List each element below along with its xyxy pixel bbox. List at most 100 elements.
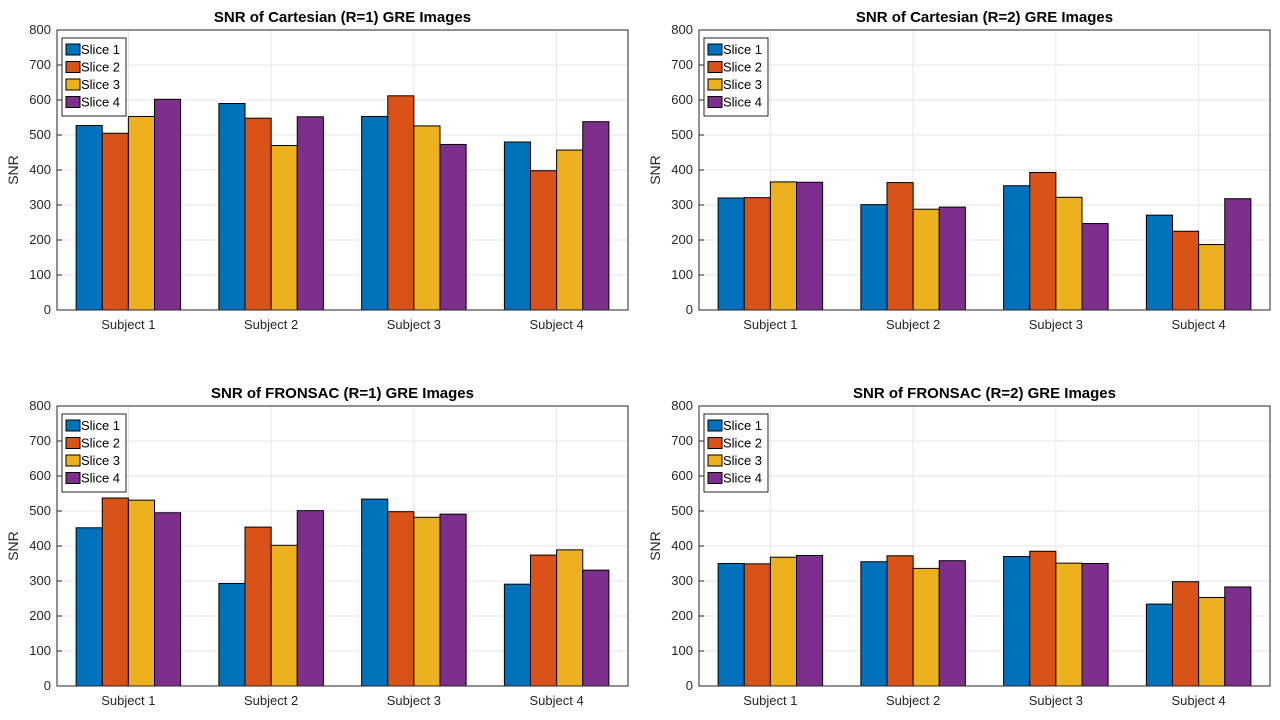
bar-slice-1-subject-2 <box>218 582 246 687</box>
y-tick-label: 100 <box>29 643 51 658</box>
legend-swatch <box>65 472 81 484</box>
legend-entry-label: Slice 1 <box>81 418 120 433</box>
y-tick-label: 300 <box>29 197 51 212</box>
x-tick-label: Subject 3 <box>1029 693 1083 708</box>
y-tick-label: 600 <box>671 468 693 483</box>
bar-slice-3-subject-2 <box>912 208 940 311</box>
legend-swatch <box>707 437 723 449</box>
legend-entry-label: Slice 2 <box>723 436 762 451</box>
bar-slice-1-subject-4 <box>503 141 532 311</box>
legend-swatch <box>65 61 81 73</box>
legend-entry-label: Slice 2 <box>723 60 762 75</box>
y-tick-label: 100 <box>671 267 693 282</box>
bar-slice-1-subject-3 <box>361 498 389 687</box>
bar-slice-2-subject-1 <box>743 563 771 687</box>
bar-slice-2-subject-3 <box>387 95 415 311</box>
y-tick-label: 500 <box>671 127 693 142</box>
y-tick-label: 100 <box>29 267 51 282</box>
x-tick-label: Subject 4 <box>530 317 584 332</box>
bar-slice-2-subject-4 <box>530 554 558 687</box>
legend-swatch <box>707 61 723 73</box>
y-tick-label: 300 <box>29 573 51 588</box>
chart-panel-4: 0 100 200 300 400 500 600 700 800 Subject 1 Subjec… <box>647 385 1271 708</box>
y-tick-label: 700 <box>29 433 51 448</box>
legend-entry-label: Slice 4 <box>723 471 762 486</box>
y-tick-label: 0 <box>44 302 51 317</box>
bar-slice-3-subject-2 <box>270 544 298 687</box>
chart-panel-3: 0 100 200 300 400 500 600 700 800 Subject 1 Subjec… <box>5 385 629 708</box>
legend-swatch <box>707 96 723 108</box>
legend: Slice 1 Slice 2 Slice 3 Slice 4 <box>61 413 127 493</box>
y-tick-label: 800 <box>29 398 51 413</box>
x-tick-label: Subject 1 <box>743 317 797 332</box>
legend-entry-label: Slice 3 <box>81 77 120 92</box>
legend-swatch <box>707 78 723 91</box>
y-tick-label: 800 <box>671 398 693 413</box>
bar-slice-3-subject-2 <box>270 145 298 311</box>
bar-slice-4-subject-2 <box>296 510 324 687</box>
legend-swatch <box>65 454 81 467</box>
y-tick-label: 800 <box>29 22 51 37</box>
chart-title: SNR of FRONSAC (R=1) GRE Images <box>211 385 474 402</box>
x-tick-label: Subject 4 <box>530 693 584 708</box>
legend-swatch <box>707 419 723 432</box>
bar-slice-3-subject-3 <box>1055 196 1083 311</box>
bar-slice-4-subject-3 <box>439 143 467 311</box>
bar-slice-1-subject-2 <box>218 103 246 311</box>
y-tick-label: 100 <box>671 643 693 658</box>
bar-slice-2-subject-3 <box>1029 171 1057 311</box>
legend-entry-label: Slice 2 <box>81 436 120 451</box>
bar-slice-3-subject-3 <box>413 516 441 687</box>
legend-swatch <box>65 437 81 449</box>
legend-entry-label: Slice 4 <box>723 95 762 110</box>
y-tick-label: 500 <box>29 503 51 518</box>
bar-slice-2-subject-1 <box>743 197 771 311</box>
bar-slice-3-subject-1 <box>127 499 155 687</box>
y-tick-label: 0 <box>44 678 51 693</box>
y-tick-label: 0 <box>686 302 693 317</box>
bar-slice-4-subject-2 <box>938 206 966 311</box>
bar-slice-1-subject-4 <box>1145 603 1174 687</box>
bar-slice-4-subject-4 <box>582 569 610 687</box>
x-tick-label: Subject 1 <box>101 693 155 708</box>
bar-slice-4-subject-3 <box>439 513 467 687</box>
y-tick-label: 300 <box>671 573 693 588</box>
chart-title: SNR of FRONSAC (R=2) GRE Images <box>853 385 1116 402</box>
y-tick-label: 200 <box>29 608 51 623</box>
x-tick-label: Subject 2 <box>244 317 298 332</box>
bar-slice-4-subject-3 <box>1081 223 1109 311</box>
legend-entry-label: Slice 4 <box>81 95 120 110</box>
y-tick-label: 700 <box>671 57 693 72</box>
bar-slice-4-subject-3 <box>1081 563 1109 687</box>
bar-slice-1-subject-3 <box>1003 556 1031 687</box>
y-tick-label: 700 <box>29 57 51 72</box>
legend-entry-label: Slice 4 <box>81 471 120 486</box>
legend-swatch <box>65 78 81 91</box>
bar-slice-1-subject-1 <box>75 125 103 311</box>
x-tick-label: Subject 3 <box>387 693 441 708</box>
legend-swatch <box>65 96 81 108</box>
y-tick-label: 200 <box>29 232 51 247</box>
bar-slice-4-subject-1 <box>153 512 182 687</box>
y-tick-label: 200 <box>671 608 693 623</box>
x-tick-label: Subject 4 <box>1172 317 1226 332</box>
x-tick-label: Subject 3 <box>1029 317 1083 332</box>
chart-panel-1: 0 100 200 300 400 500 600 700 800 Subject 1 Subjec… <box>5 9 629 332</box>
chart-panel-2: 0 100 200 300 400 500 600 700 800 Subject 1 Subjec… <box>647 9 1271 332</box>
y-axis-label: SNR <box>5 155 21 185</box>
bar-slice-1-subject-4 <box>503 583 532 687</box>
bar-slice-4-subject-2 <box>938 560 966 687</box>
y-axis-label: SNR <box>647 531 663 561</box>
y-tick-label: 300 <box>671 197 693 212</box>
y-tick-label: 600 <box>29 92 51 107</box>
bar-slice-2-subject-2 <box>886 555 914 687</box>
legend-swatch <box>707 472 723 484</box>
legend-entry-label: Slice 1 <box>723 418 762 433</box>
bar-slice-2-subject-4 <box>1172 230 1200 311</box>
bar-slice-3-subject-3 <box>1055 562 1083 687</box>
x-tick-label: Subject 2 <box>886 317 940 332</box>
legend: Slice 1 Slice 2 Slice 3 Slice 4 <box>703 413 769 493</box>
bar-slice-1-subject-1 <box>717 563 745 687</box>
legend-entry-label: Slice 2 <box>81 60 120 75</box>
